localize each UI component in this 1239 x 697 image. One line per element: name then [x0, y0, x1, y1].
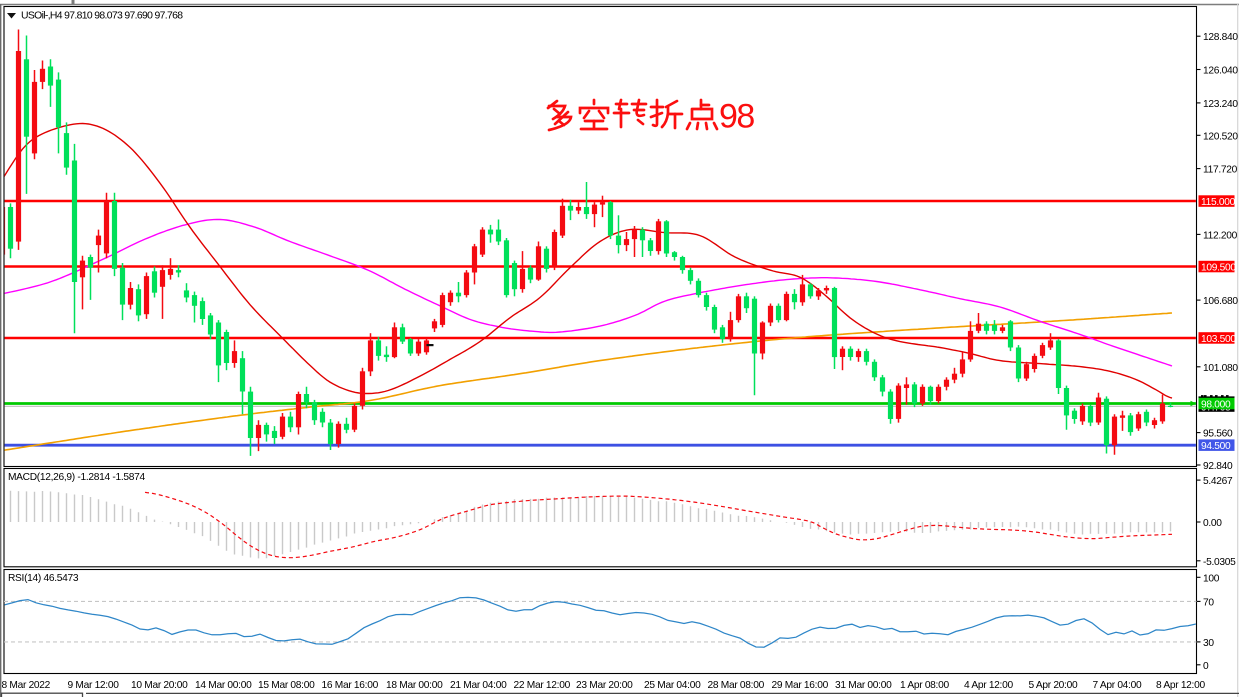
svg-text:14 Mar 00:00: 14 Mar 00:00 — [195, 680, 252, 691]
svg-text:94.500: 94.500 — [1201, 441, 1231, 452]
svg-text:1 Apr 08:00: 1 Apr 08:00 — [900, 680, 949, 691]
svg-text:15 Mar 08:00: 15 Mar 08:00 — [258, 680, 315, 691]
svg-text:117.720: 117.720 — [1203, 165, 1238, 176]
svg-text:16 Mar 16:00: 16 Mar 16:00 — [322, 680, 379, 691]
svg-text:25 Mar 04:00: 25 Mar 04:00 — [644, 680, 701, 691]
svg-text:USOil-,H4 97.810 98.073 97.69: USOil-,H4 97.810 98.073 97.690 97.768 — [21, 11, 183, 22]
svg-text:5.4267: 5.4267 — [1203, 476, 1233, 487]
svg-text:18 Mar 00:00: 18 Mar 00:00 — [386, 680, 443, 691]
svg-text:112.200: 112.200 — [1203, 230, 1238, 241]
svg-text:10 Mar 20:00: 10 Mar 20:00 — [131, 680, 188, 691]
svg-text:5 Apr 20:00: 5 Apr 20:00 — [1029, 680, 1078, 691]
svg-text:0: 0 — [1203, 661, 1209, 672]
svg-text:101.080: 101.080 — [1203, 363, 1238, 374]
svg-text:106.680: 106.680 — [1203, 296, 1238, 307]
svg-text:21 Mar 04:00: 21 Mar 04:00 — [450, 680, 507, 691]
svg-text:126.040: 126.040 — [1203, 66, 1238, 77]
svg-text:109.500: 109.500 — [1201, 262, 1236, 273]
svg-text:29 Mar 16:00: 29 Mar 16:00 — [772, 680, 829, 691]
svg-text:MACD(12,26,9) -1.2814 -1.5874: MACD(12,26,9) -1.2814 -1.5874 — [8, 472, 145, 483]
svg-text:30: 30 — [1203, 638, 1214, 649]
svg-text:7 Apr 04:00: 7 Apr 04:00 — [1093, 680, 1142, 691]
svg-text:28 Mar 08:00: 28 Mar 08:00 — [708, 680, 765, 691]
svg-text:103.500: 103.500 — [1201, 334, 1236, 345]
svg-text:9 Mar 12:00: 9 Mar 12:00 — [68, 680, 120, 691]
svg-text:98: 98 — [719, 98, 754, 136]
svg-text:100: 100 — [1203, 573, 1220, 584]
svg-text:115.000: 115.000 — [1201, 197, 1236, 208]
svg-text:120.520: 120.520 — [1203, 131, 1238, 142]
svg-text:0.00: 0.00 — [1203, 518, 1222, 529]
svg-text:8 Apr 12:00: 8 Apr 12:00 — [1156, 680, 1205, 691]
svg-text:31 Mar 00:00: 31 Mar 00:00 — [835, 680, 892, 691]
svg-text:128.840: 128.840 — [1203, 32, 1238, 43]
svg-text:4 Apr 12:00: 4 Apr 12:00 — [964, 680, 1013, 691]
svg-text:8 Mar 2022: 8 Mar 2022 — [2, 680, 51, 691]
svg-text:123.240: 123.240 — [1203, 99, 1238, 110]
svg-text:-5.0305: -5.0305 — [1203, 557, 1236, 568]
svg-text:92.840: 92.840 — [1203, 461, 1233, 472]
svg-text:70: 70 — [1203, 597, 1214, 608]
svg-text:RSI(14) 46.5473: RSI(14) 46.5473 — [8, 573, 79, 584]
svg-text:23 Mar 20:00: 23 Mar 20:00 — [576, 680, 633, 691]
svg-text:22 Mar 12:00: 22 Mar 12:00 — [514, 680, 571, 691]
svg-text:98.000: 98.000 — [1201, 399, 1231, 410]
svg-text:95.560: 95.560 — [1203, 429, 1233, 440]
